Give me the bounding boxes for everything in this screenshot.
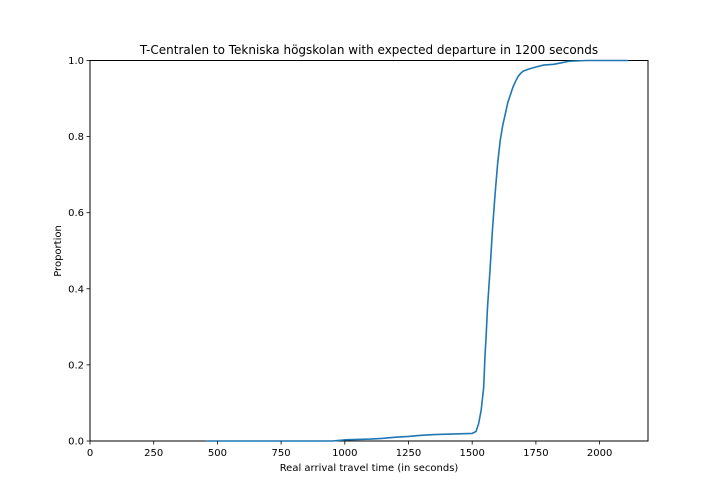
x-tick-label: 250 (144, 448, 163, 459)
x-tick-label: 1750 (523, 448, 548, 459)
x-tick-label: 1000 (332, 448, 357, 459)
y-tick-label: 0.2 (68, 360, 84, 371)
plot-frame (89, 60, 649, 442)
y-axis: 0.0 0.2 0.4 0.6 0.8 1.0 (68, 56, 90, 448)
chart-title: T-Centralen to Tekniska högskolan with e… (139, 43, 598, 57)
x-tick-label: 2000 (587, 448, 612, 459)
series-layer (206, 59, 629, 442)
y-tick-label: 0.0 (68, 437, 84, 448)
y-tick-label: 0.4 (68, 284, 84, 295)
cdf-series-line (206, 59, 629, 442)
y-axis-label: Proportion (53, 225, 64, 277)
y-tick-label: 1.0 (68, 56, 84, 67)
x-tick-label: 0 (87, 448, 93, 459)
y-tick-label: 0.6 (68, 208, 84, 219)
y-tick-label: 0.8 (68, 132, 84, 143)
plot-area (89, 59, 649, 442)
x-axis: 0 250 500 750 1000 1250 1500 1750 2000 (87, 441, 612, 459)
x-tick-label: 1500 (459, 448, 484, 459)
x-tick-label: 1250 (396, 448, 421, 459)
x-tick-label: 500 (208, 448, 227, 459)
x-axis-label: Real arrival travel time (in seconds) (280, 463, 459, 474)
x-tick-label: 750 (272, 448, 291, 459)
